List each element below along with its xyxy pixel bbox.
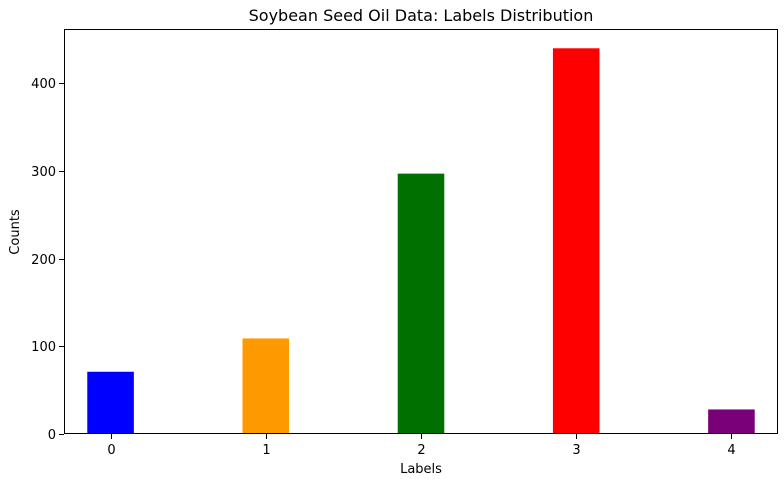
bar-3 bbox=[552, 48, 600, 434]
x-tick-label: 2 bbox=[417, 443, 425, 458]
bar-0 bbox=[87, 371, 134, 434]
x-axis: 0 1 2 3 4 bbox=[107, 434, 736, 458]
y-tick-label: 400 bbox=[31, 77, 56, 92]
y-tick-label: 200 bbox=[31, 253, 56, 268]
bar-2 bbox=[397, 173, 445, 434]
y-axis-label: Counts bbox=[8, 209, 23, 255]
y-tick-label: 100 bbox=[31, 340, 56, 355]
y-tick-label: 0 bbox=[48, 428, 56, 443]
y-tick-label: 300 bbox=[31, 165, 56, 180]
x-axis-label: Labels bbox=[400, 462, 442, 477]
x-tick-label: 4 bbox=[727, 443, 735, 458]
bar-1 bbox=[242, 338, 290, 434]
x-tick-label: 3 bbox=[572, 443, 580, 458]
x-tick-label: 1 bbox=[262, 443, 270, 458]
plot-frame bbox=[64, 29, 778, 434]
bar-4 bbox=[708, 409, 755, 434]
chart-title: Soybean Seed Oil Data: Labels Distributi… bbox=[249, 6, 594, 25]
y-axis: 0 100 200 300 400 bbox=[31, 77, 64, 443]
bars-group bbox=[87, 48, 755, 434]
x-tick-label: 0 bbox=[107, 443, 115, 458]
